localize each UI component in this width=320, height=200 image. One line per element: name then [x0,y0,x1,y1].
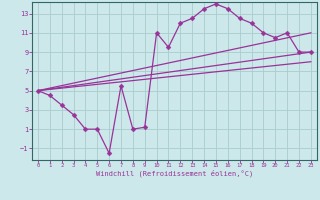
X-axis label: Windchill (Refroidissement éolien,°C): Windchill (Refroidissement éolien,°C) [96,170,253,177]
